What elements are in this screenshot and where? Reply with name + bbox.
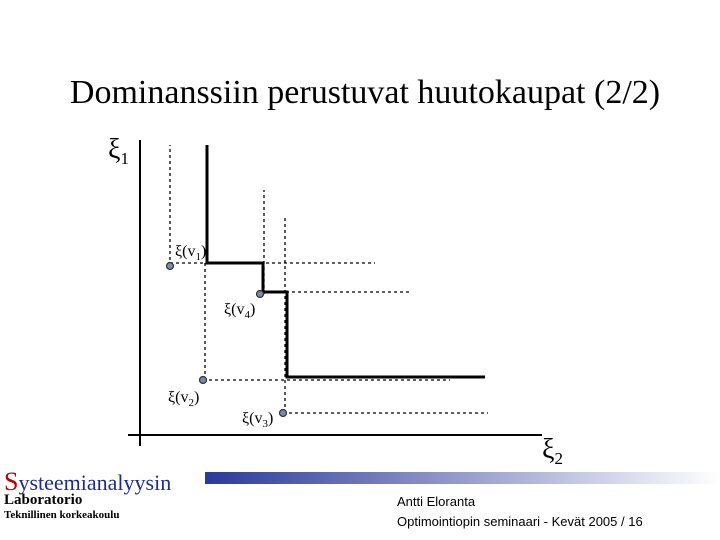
logo-line2: Laboratorio [4, 492, 82, 508]
point [198, 375, 208, 385]
point-label: ξ(v2) [168, 389, 199, 409]
logo-line3: Teknillinen korkeakoulu [4, 509, 119, 521]
point [165, 261, 175, 271]
staircase [205, 145, 485, 379]
author: Antti Eloranta [397, 494, 476, 509]
y-axis-label: ξ1 [108, 134, 129, 168]
course: Optimointiopin seminaari - Kevät 2005 / … [397, 514, 643, 529]
point [255, 289, 265, 299]
dash-v2 [203, 263, 450, 381]
dash-v4 [262, 190, 410, 294]
point-label: ξ(v1) [175, 243, 206, 263]
x-axis-label: ξ2 [542, 434, 563, 468]
title: Dominanssiin perustuvat huutokaupat (2/2… [70, 74, 660, 111]
dash-v3 [283, 215, 488, 414]
axes: ξ1 ξ2 [108, 134, 563, 468]
dash-v1 [169, 145, 375, 266]
point [278, 408, 288, 418]
logo: Systeemianalyysin [4, 467, 171, 496]
footer-bar [205, 472, 720, 484]
point-label: ξ(v3) [242, 410, 273, 430]
point-label: ξ(v4) [224, 301, 255, 321]
dashed-lines [169, 145, 488, 414]
footer: Systeemianalyysin Laboratorio Teknilline… [4, 467, 720, 529]
points: ξ(v1) ξ(v4) ξ(v2) ξ(v3) [165, 243, 288, 430]
